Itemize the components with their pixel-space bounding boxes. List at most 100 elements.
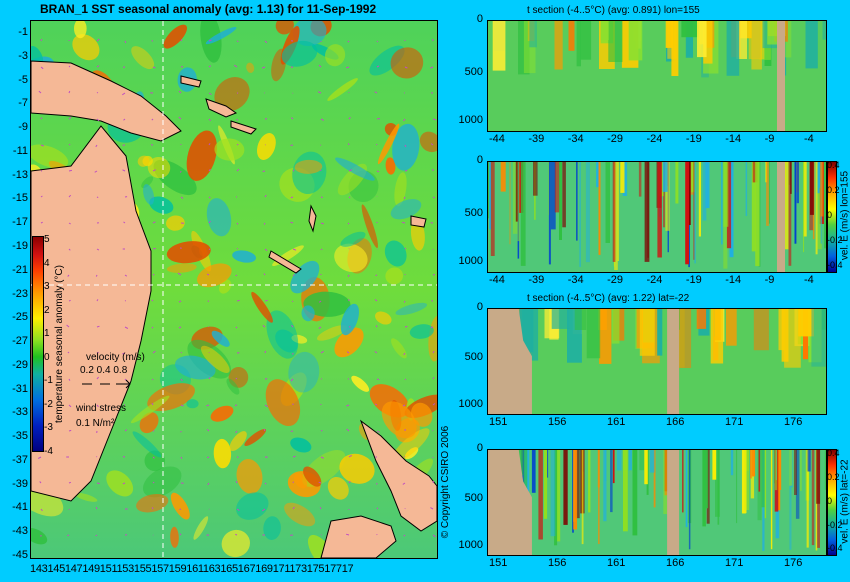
section-x-tick: -29 xyxy=(607,133,623,145)
section-title: t section (-4..5°C) (avg: 1.22) lat=-22 xyxy=(527,293,689,304)
section-title: t section (-4..5°C) (avg: 0.891) lon=155 xyxy=(527,5,700,16)
section-depth-tick: 1000 xyxy=(453,255,483,267)
section-feature xyxy=(718,450,720,525)
section-feature xyxy=(752,450,755,476)
latitude-tick-label: -41 xyxy=(12,501,28,513)
latitude-tick-label: -23 xyxy=(12,288,28,300)
velocity-arrows-legend xyxy=(78,378,138,390)
section-feature xyxy=(693,162,694,260)
section-feature xyxy=(702,450,706,526)
velocity-vector xyxy=(433,275,435,276)
velocity-vector xyxy=(264,223,265,225)
section-depth-tick: 0 xyxy=(453,442,483,454)
section-feature xyxy=(825,450,826,490)
velocity-vector xyxy=(377,41,378,42)
latitude-tick-label: -25 xyxy=(12,311,28,323)
colorbar-tick-label: -4 xyxy=(44,446,53,457)
section-depth-tick: 500 xyxy=(453,66,483,78)
velocity-vector xyxy=(321,197,323,198)
section-feature xyxy=(599,309,611,364)
section-land-gap xyxy=(777,21,785,131)
section-feature xyxy=(555,21,563,70)
latitude-tick-label: -7 xyxy=(18,97,28,109)
section-x-tick: 151 xyxy=(489,557,507,569)
velocity-vector xyxy=(96,457,97,458)
section-feature xyxy=(573,450,577,530)
section-feature xyxy=(682,450,684,512)
section-feature xyxy=(765,450,766,518)
colorbar-tick-label: 0 xyxy=(44,352,50,363)
section-feature xyxy=(685,162,689,264)
velocity-label: velocity (m/s) xyxy=(86,352,145,363)
section-feature xyxy=(533,162,538,196)
temperature-section-panel[interactable] xyxy=(487,20,827,132)
section-feature xyxy=(577,21,581,66)
section-feature xyxy=(529,21,536,47)
section-feature xyxy=(606,162,611,243)
section-feature xyxy=(663,162,668,192)
section-feature xyxy=(755,162,759,266)
section-feature xyxy=(699,162,701,237)
latitude-tick-label: -31 xyxy=(12,383,28,395)
latitude-tick-label: -43 xyxy=(12,525,28,537)
section-feature xyxy=(491,162,495,256)
section-feature xyxy=(493,21,506,71)
colorbar-tick-label: -3 xyxy=(44,422,53,433)
latitude-tick-label: -45 xyxy=(12,549,28,561)
velocity-vector xyxy=(97,483,100,484)
section-x-tick: 166 xyxy=(666,557,684,569)
section-feature xyxy=(705,162,709,208)
section-feature xyxy=(559,162,562,240)
section-feature xyxy=(771,450,772,549)
velocity-vector xyxy=(237,144,238,145)
section-feature xyxy=(816,162,818,254)
section-canvas xyxy=(488,21,826,131)
sst-anomaly-map[interactable] xyxy=(30,20,438,559)
latitude-tick-label: -35 xyxy=(12,430,28,442)
velocity-vector xyxy=(235,534,237,535)
section-x-tick: -9 xyxy=(765,133,775,145)
map-canvas xyxy=(31,21,437,558)
velocity-section-panel[interactable] xyxy=(487,449,827,556)
section-feature xyxy=(588,450,590,512)
section-feature xyxy=(599,162,601,255)
velocity-colorbar-tick: 0.4 xyxy=(827,160,840,170)
velocity-vector xyxy=(207,457,209,458)
section-feature xyxy=(794,450,797,495)
velocity-vector xyxy=(69,144,70,145)
section-x-tick: -19 xyxy=(686,274,702,286)
section-feature xyxy=(723,162,728,227)
velocity-vector xyxy=(153,379,154,380)
temperature-section-panel[interactable] xyxy=(487,308,827,415)
section-feature xyxy=(666,21,673,48)
section-x-tick: -4 xyxy=(804,274,814,286)
section-feature xyxy=(800,450,802,491)
latitude-tick-label: -17 xyxy=(12,216,28,228)
velocity-vector xyxy=(348,223,349,224)
velocity-vector xyxy=(153,248,156,249)
velocity-vector xyxy=(69,170,72,171)
section-feature xyxy=(618,162,619,261)
section-x-tick: -44 xyxy=(489,133,505,145)
latitude-tick-label: -33 xyxy=(12,406,28,418)
map-colorbar xyxy=(32,236,44,452)
map-title: BRAN_1 SST seasonal anomaly (avg: 1.13) … xyxy=(40,2,376,16)
section-feature xyxy=(612,309,620,344)
section-feature xyxy=(648,162,649,258)
section-feature xyxy=(613,162,616,262)
section-feature xyxy=(598,450,600,544)
section-feature xyxy=(640,309,655,356)
section-feature xyxy=(582,450,584,544)
section-depth-tick: 1000 xyxy=(453,539,483,551)
velocity-section-panel[interactable] xyxy=(487,161,827,273)
section-feature xyxy=(742,450,747,513)
section-x-tick: -24 xyxy=(647,133,663,145)
section-feature xyxy=(608,21,622,62)
velocity-colorbar-tick: 0.2 xyxy=(827,185,840,195)
section-feature xyxy=(644,450,648,484)
velocity-vector xyxy=(181,352,182,353)
latitude-tick-label: -21 xyxy=(12,264,28,276)
latitude-axis: -1-3-5-7-9-11-13-15-17-19-21-23-25-27-29… xyxy=(0,0,30,580)
latitude-tick-label: -5 xyxy=(18,74,28,86)
section-feature xyxy=(518,162,520,241)
